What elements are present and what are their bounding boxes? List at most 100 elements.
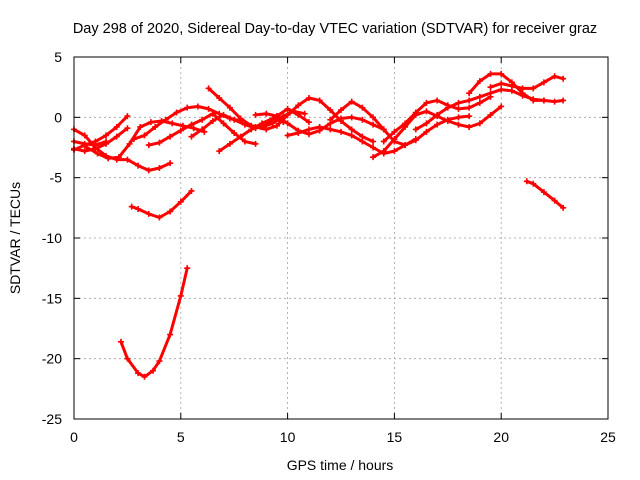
data-point — [412, 126, 419, 133]
data-point — [220, 111, 227, 118]
data-point — [551, 73, 558, 80]
data-point — [540, 97, 547, 104]
data-point — [194, 103, 201, 110]
data-point — [141, 132, 148, 139]
data-point — [190, 125, 197, 132]
data-point — [284, 120, 291, 127]
data-point — [156, 165, 163, 172]
data-point — [476, 93, 483, 100]
data-point — [124, 125, 131, 132]
data-point — [444, 104, 451, 111]
data-point — [177, 292, 184, 299]
data-point — [103, 140, 110, 147]
data-point — [466, 90, 473, 97]
data-point — [258, 120, 265, 127]
data-point — [466, 104, 473, 111]
data-point — [498, 80, 505, 87]
data-point — [380, 138, 387, 145]
data-point — [380, 148, 387, 155]
data-point — [237, 133, 244, 140]
data-point — [455, 99, 462, 106]
x-tick-label: 0 — [70, 429, 78, 445]
data-point — [466, 113, 473, 120]
data-point — [156, 358, 163, 365]
data-point — [551, 98, 558, 105]
data-point — [173, 109, 180, 116]
data-point — [81, 140, 88, 147]
data-point — [498, 86, 505, 93]
data-point — [560, 75, 567, 82]
data-point — [115, 154, 122, 161]
y-tick-label: 5 — [54, 49, 62, 65]
data-point — [327, 116, 334, 123]
data-point — [167, 133, 174, 140]
data-point — [466, 97, 473, 104]
data-point — [231, 130, 238, 137]
data-point — [530, 97, 537, 104]
data-point — [423, 120, 430, 127]
data-point — [113, 133, 120, 140]
data-point — [103, 132, 110, 139]
data-point — [476, 99, 483, 106]
data-point — [237, 115, 244, 122]
x-tick-label: 15 — [387, 429, 403, 445]
data-point — [284, 105, 291, 112]
data-point — [423, 99, 430, 106]
data-point — [402, 142, 409, 149]
data-point — [487, 90, 494, 97]
data-point — [455, 121, 462, 128]
data-point — [391, 148, 398, 155]
data-point — [412, 137, 419, 144]
data-point — [434, 121, 441, 128]
series-group — [71, 70, 567, 380]
series-line-track-2 — [72, 114, 129, 152]
data-point — [305, 95, 312, 102]
y-tick-label: 0 — [54, 109, 62, 125]
data-point — [124, 355, 131, 362]
y-tick-label: -25 — [42, 411, 62, 427]
data-point — [209, 110, 216, 117]
data-point — [316, 97, 323, 104]
data-point — [305, 119, 312, 126]
data-point — [188, 121, 195, 128]
data-point — [391, 128, 398, 135]
data-point — [338, 115, 344, 122]
data-point — [273, 113, 280, 120]
data-point — [147, 119, 154, 126]
data-point — [226, 140, 233, 147]
data-point — [81, 148, 88, 155]
data-point — [434, 111, 441, 118]
data-point — [188, 133, 195, 140]
data-point — [135, 162, 142, 169]
data-point — [359, 116, 366, 123]
data-point — [113, 123, 120, 130]
data-point — [338, 128, 344, 135]
data-point — [145, 210, 152, 217]
axis-ticks — [73, 56, 609, 420]
y-tick-label: -15 — [42, 290, 62, 306]
data-point — [263, 126, 270, 133]
data-point — [150, 367, 157, 374]
data-point — [126, 140, 133, 147]
x-tick-label: 20 — [493, 429, 509, 445]
data-point — [220, 120, 227, 127]
data-point — [177, 127, 184, 134]
data-point — [117, 338, 124, 345]
data-point — [359, 104, 366, 111]
data-point — [455, 105, 462, 112]
data-point — [498, 70, 505, 77]
data-point — [338, 107, 344, 114]
data-point — [184, 265, 191, 272]
data-point — [209, 117, 216, 124]
data-point — [252, 123, 259, 130]
data-point — [141, 373, 148, 380]
data-point — [130, 136, 137, 143]
data-point — [370, 154, 377, 161]
data-point — [241, 120, 248, 127]
data-point — [248, 126, 255, 133]
data-point — [205, 105, 212, 112]
data-point — [348, 114, 355, 121]
data-point — [476, 120, 483, 127]
data-point — [199, 116, 206, 123]
